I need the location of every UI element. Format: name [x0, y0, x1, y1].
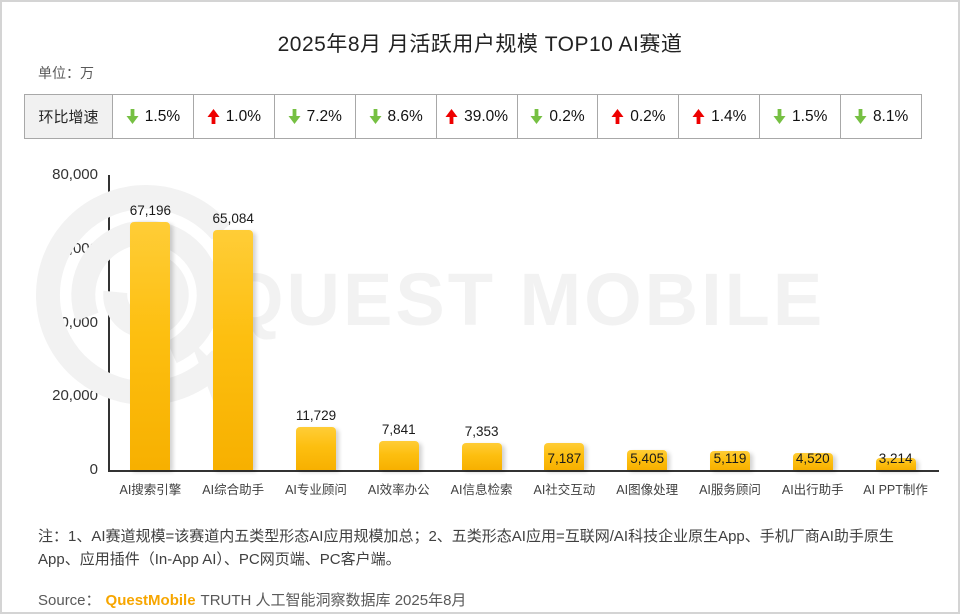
growth-value: 1.5% — [144, 107, 181, 125]
x-category-label: AI服务顾问 — [699, 483, 761, 497]
growth-cell: 1.0% — [192, 94, 275, 139]
x-axis-line — [108, 470, 939, 472]
x-category-label: AI综合助手 — [202, 483, 265, 497]
bar — [875, 458, 916, 470]
bar-value-label: 3,214 — [878, 451, 913, 466]
bar-chart: QUEST MOBILE 80,000 60,000 40,000 20,000 0 6… — [24, 166, 940, 512]
growth-value: 1.4% — [711, 107, 747, 125]
growth-cell: 8.6% — [354, 94, 437, 139]
footnote: 注：1、AI赛道规模=该赛道内五类型形态AI应用规模加总；2、五类形态AI应用=… — [38, 528, 894, 569]
y-tick-label: 0 — [89, 461, 98, 478]
source-suffix: TRUTH 人工智能洞察数据库 2025年8月 — [200, 592, 467, 609]
bar — [544, 443, 585, 470]
bar-value-label: 67,196 — [129, 203, 172, 219]
watermark-text: QUEST MOBILE — [226, 258, 826, 341]
growth-value: 0.2% — [549, 107, 585, 125]
growth-table: 环比增速 1.5% 1.0% 7.2% 8.6% 39.0% 0.2% 0.2% 1.4% 1.… — [24, 94, 923, 139]
bar — [792, 453, 833, 470]
down-arrow-icon — [288, 109, 301, 124]
up-arrow-icon — [611, 109, 624, 124]
x-category-label: AI图像处理 — [616, 483, 679, 497]
source-line: Source： QuestMobile TRUTH 人工智能洞察数据库 2025年8… — [38, 589, 466, 610]
bar — [130, 222, 171, 470]
growth-value: 0.2% — [630, 107, 666, 125]
x-category-label: AI社交互动 — [533, 483, 596, 497]
growth-value: 1.5% — [792, 107, 828, 125]
growth-cell: 1.5% — [759, 94, 842, 139]
growth-table-header: 环比增速 — [24, 94, 113, 139]
x-category-label: AI出行助手 — [781, 483, 844, 497]
bar — [296, 426, 336, 470]
down-arrow-icon — [854, 109, 867, 124]
growth-cell: 1.5% — [112, 94, 194, 139]
bar-value-label: 7,353 — [464, 423, 499, 439]
growth-cell: 8.1% — [840, 94, 923, 139]
source-prefix: Source： — [38, 592, 101, 609]
bar-value-label: 65,084 — [212, 211, 254, 226]
bar-value-label: 7,187 — [547, 451, 582, 466]
growth-cell: 39.0% — [435, 94, 518, 139]
down-arrow-icon — [530, 109, 543, 124]
down-arrow-icon — [369, 109, 381, 124]
bar-value-label: 7,841 — [381, 422, 416, 438]
source-brand: QuestMobile — [105, 592, 196, 609]
growth-cell: 7.2% — [273, 94, 356, 139]
growth-cell: 0.2% — [597, 94, 680, 139]
bar — [378, 441, 419, 470]
x-category-label: AI PPT制作 — [863, 483, 928, 497]
page-title: 2025年8月 月活跃用户规模 TOP10 AI赛道 — [277, 33, 683, 56]
up-arrow-icon — [692, 109, 705, 124]
growth-value: 7.2% — [306, 107, 342, 125]
growth-cell: 1.4% — [678, 94, 761, 139]
growth-value: 8.1% — [872, 107, 909, 125]
growth-cell: 0.2% — [516, 94, 599, 139]
bar-value-label: 5,405 — [630, 451, 665, 466]
growth-value: 8.6% — [387, 107, 423, 125]
down-arrow-icon — [773, 109, 786, 124]
bar — [213, 230, 254, 470]
x-category-label: AI效率办公 — [367, 483, 430, 497]
bar-value-label: 5,119 — [713, 451, 747, 466]
bar — [627, 450, 668, 470]
x-category-label: AI搜索引擎 — [119, 483, 182, 497]
x-category-label: AI信息检索 — [450, 483, 513, 497]
bar-value-label: 11,729 — [295, 407, 337, 423]
bar-value-label: 4,520 — [795, 451, 830, 466]
y-tick-label: 80,000 — [52, 166, 98, 183]
y-axis-line — [108, 175, 110, 472]
unit-label: 单位：万 — [38, 65, 94, 81]
growth-value: 1.0% — [225, 107, 262, 125]
bar — [461, 442, 502, 470]
growth-row: 1.5% 1.0% 7.2% 8.6% 39.0% 0.2% 0.2% 1.4% 1.5% 8.1… — [112, 94, 923, 139]
up-arrow-icon — [207, 109, 220, 124]
down-arrow-icon — [126, 109, 139, 124]
x-category-label: AI专业顾问 — [285, 483, 347, 497]
bar — [710, 451, 750, 470]
y-tick-label: 20,000 — [52, 387, 98, 405]
watermark: QUEST MOBILE — [24, 167, 940, 507]
up-arrow-icon — [445, 109, 458, 124]
growth-value: 39.0% — [464, 107, 509, 125]
